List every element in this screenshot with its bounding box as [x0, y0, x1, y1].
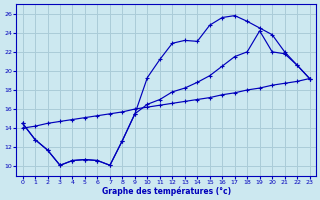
X-axis label: Graphe des températures (°c): Graphe des températures (°c) [101, 186, 231, 196]
